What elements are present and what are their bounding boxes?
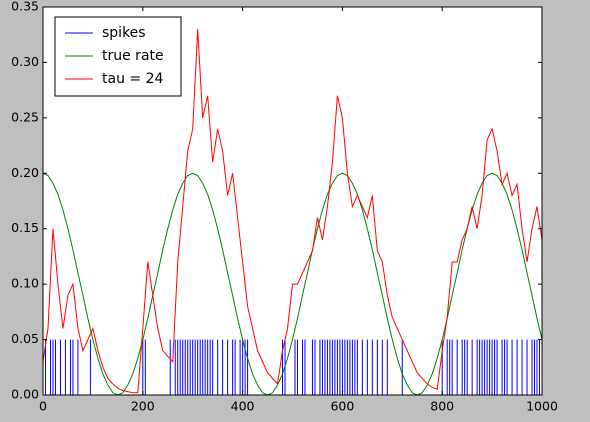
- x-tick-label: 400: [231, 399, 255, 414]
- legend-label: true rate: [102, 48, 164, 64]
- y-tick-label: 0.05: [11, 331, 39, 346]
- series-line: [42, 29, 543, 394]
- legend-label: spikes: [102, 25, 146, 41]
- x-tick-label: 600: [330, 399, 354, 414]
- y-tick-label: 0.35: [11, 0, 39, 14]
- axes-frame: [42, 6, 543, 396]
- y-tick-label: 0.20: [11, 165, 39, 180]
- series-line: [42, 172, 543, 396]
- y-tick-label: 0.00: [11, 387, 39, 402]
- x-tick-label: 800: [430, 399, 454, 414]
- y-tick-label: 0.30: [11, 54, 39, 69]
- x-tick-label: 0: [39, 399, 47, 414]
- y-tick-label: 0.15: [11, 220, 39, 235]
- y-tick-label: 0.10: [11, 276, 39, 291]
- x-tick-label: 1000: [526, 399, 558, 414]
- x-tick-label: 200: [131, 399, 155, 414]
- legend-label: tau = 24: [102, 71, 163, 87]
- y-tick-label: 0.25: [11, 109, 39, 124]
